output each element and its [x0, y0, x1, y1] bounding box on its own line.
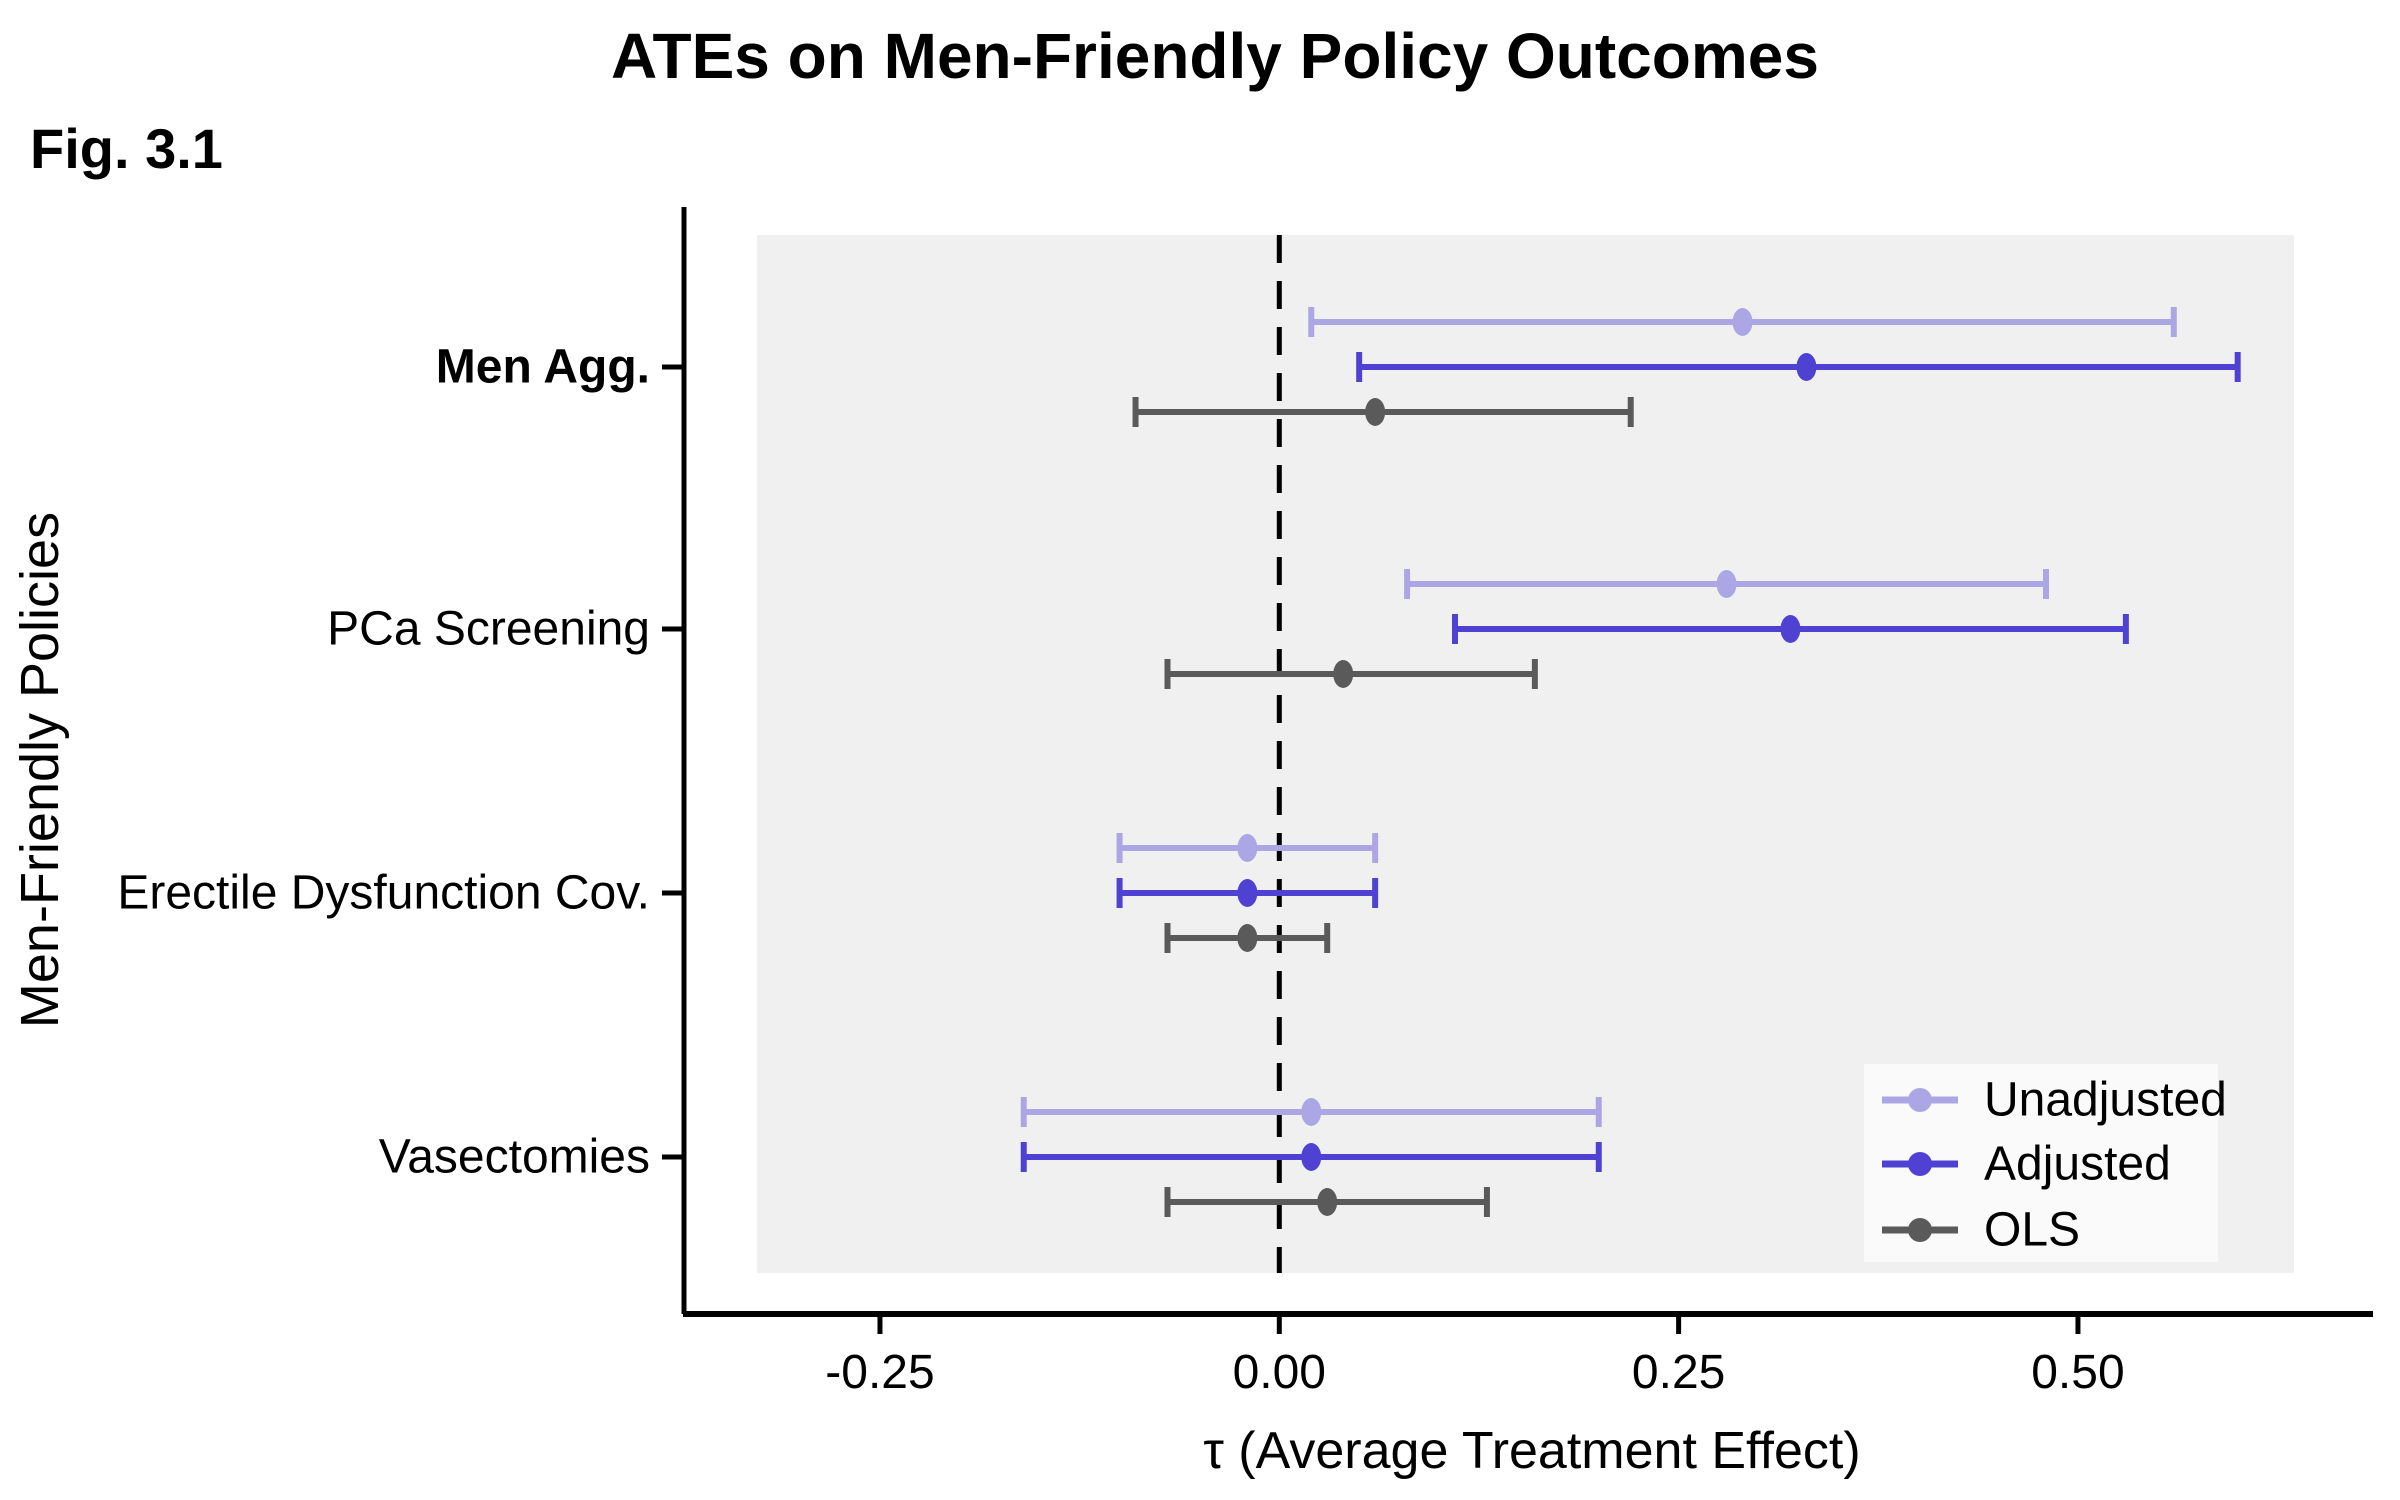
legend-marker-dot	[1908, 1088, 1932, 1112]
errorbar-adjusted-row3	[1116, 878, 1379, 908]
errorbar-unadjusted-row4	[1020, 1097, 1602, 1127]
errorbar-adjusted-row2	[1452, 614, 2129, 644]
errorbar-unadjusted-row3	[1116, 833, 1379, 863]
point-estimate-marker	[1333, 660, 1354, 688]
y-category-label: PCa Screening	[327, 603, 650, 656]
legend-label: Unadjusted	[1984, 1074, 2227, 1127]
point-estimate-marker	[1716, 570, 1737, 598]
legend-marker-dot	[1908, 1152, 1932, 1176]
legend-entry-ols: OLS	[1882, 1204, 2080, 1257]
x-tick-label: -0.25	[825, 1346, 934, 1399]
legend-label: OLS	[1984, 1204, 2080, 1257]
point-estimate-marker	[1317, 1188, 1338, 1216]
y-category-label: Vasectomies	[379, 1131, 650, 1184]
figure-number-label: Fig. 3.1	[30, 117, 223, 180]
point-estimate-marker	[1732, 308, 1753, 336]
y-axis-title: Men-Friendly Policies	[10, 512, 70, 1028]
legend-entry-unadjusted: Unadjusted	[1882, 1074, 2227, 1127]
y-category-label: Erectile Dysfunction Cov.	[117, 867, 650, 920]
legend-entry-adjusted: Adjusted	[1882, 1138, 2171, 1191]
legend-label: Adjusted	[1984, 1138, 2171, 1191]
errorbar-ols-row4	[1164, 1187, 1490, 1217]
x-tick-label: 0.50	[2031, 1346, 2124, 1399]
legend: Unadjusted Adjusted OLS	[1864, 1064, 2227, 1262]
errorbar-adjusted-row4	[1020, 1142, 1602, 1172]
point-estimate-marker	[1237, 879, 1258, 907]
point-estimate-marker	[1237, 834, 1258, 862]
y-category-label: Men Agg.	[436, 341, 650, 394]
errorbar-adjusted-row1	[1356, 352, 2241, 382]
errorbar-unadjusted-row2	[1404, 569, 2050, 599]
errorbar-layer	[1020, 307, 2241, 1217]
point-estimate-marker	[1237, 924, 1258, 952]
errorbar-unadjusted-row1	[1308, 307, 2177, 337]
chart-title: ATEs on Men-Friendly Policy Outcomes	[611, 20, 1819, 92]
point-estimate-marker	[1301, 1098, 1322, 1126]
point-estimate-marker	[1796, 353, 1817, 381]
axes-layer: -0.25 0.00 0.25 0.50 Men Agg. PCa Screening Er…	[117, 207, 2373, 1399]
errorbar-ols-row3	[1164, 923, 1331, 953]
errorbar-ols-row2	[1164, 659, 1538, 689]
errorbar-ols-row1	[1132, 397, 1634, 427]
x-tick-label: 0.25	[1632, 1346, 1725, 1399]
point-estimate-marker	[1301, 1143, 1322, 1171]
point-estimate-marker	[1365, 398, 1386, 426]
point-estimate-marker	[1780, 615, 1801, 643]
x-axis-title: τ (Average Treatment Effect)	[1203, 1422, 1860, 1480]
legend-marker-dot	[1908, 1218, 1932, 1242]
x-tick-label: 0.00	[1233, 1346, 1326, 1399]
